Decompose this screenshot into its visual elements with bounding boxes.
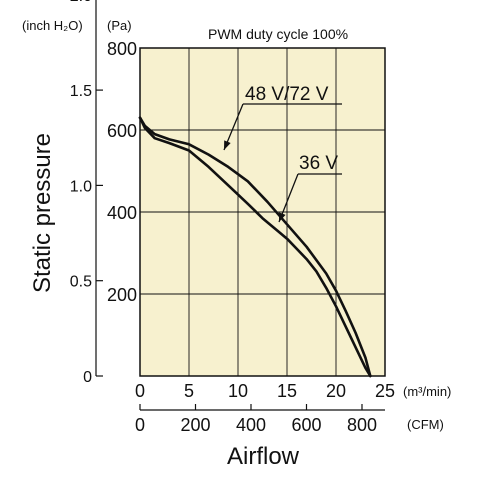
y-unit-left: (inch H₂O) — [22, 18, 83, 33]
x-unit-primary: (m³/min) — [403, 384, 451, 399]
series-line-1 — [138, 116, 372, 378]
series-leaders — [223, 103, 342, 223]
cfm-tick-label: 600 — [291, 415, 321, 435]
series-label-36v: 36 V — [299, 153, 338, 174]
leader-48v-72v-arrowhead — [224, 140, 231, 150]
plot-area — [138, 47, 386, 378]
x-tick-label: 15 — [277, 381, 297, 401]
pa-tick-label: 600 — [107, 121, 137, 141]
x-axis-label: Airflow — [227, 443, 300, 470]
pa-tick-label: 200 — [107, 285, 137, 305]
inch-tick-label: 0 — [83, 369, 92, 386]
series-lines — [138, 116, 372, 378]
cfm-tick-label: 800 — [347, 415, 377, 435]
inch-tick-label: 0.5 — [70, 274, 92, 291]
series-labels: 48 V/72 V 36 V — [245, 84, 338, 174]
series-line-0 — [138, 116, 372, 378]
inch-tick-label: 2.0 — [70, 0, 92, 5]
inch-tick-label: 1.0 — [70, 178, 92, 195]
x-tick-label: 20 — [326, 381, 346, 401]
axes: 00.51.01.52.02.53.0200400600800051015202… — [70, 0, 395, 435]
cfm-tick-label: 200 — [180, 415, 210, 435]
y-unit-right: (Pa) — [107, 18, 132, 33]
x-unit-secondary: (CFM) — [407, 417, 444, 432]
cfm-tick-label: 400 — [236, 415, 266, 435]
x-tick-label: 10 — [228, 381, 248, 401]
gridlines — [140, 48, 385, 376]
inch-tick-label: 1.5 — [70, 83, 92, 100]
cfm-tick-label: 0 — [135, 415, 145, 435]
x-tick-label: 5 — [184, 381, 194, 401]
series-label-48v-72v: 48 V/72 V — [245, 84, 329, 105]
pa-tick-label: 400 — [107, 203, 137, 223]
x-tick-label: 0 — [135, 381, 145, 401]
chart-text: (inch H₂O) (Pa) PWM duty cycle 100% Stat… — [22, 18, 451, 470]
leader-36v-arrowhead — [279, 212, 286, 222]
y-axis-label: Static pressure — [29, 133, 56, 293]
pa-tick-label: 800 — [107, 39, 137, 59]
chart-annotation: PWM duty cycle 100% — [208, 26, 348, 42]
x-tick-label: 25 — [375, 381, 395, 401]
